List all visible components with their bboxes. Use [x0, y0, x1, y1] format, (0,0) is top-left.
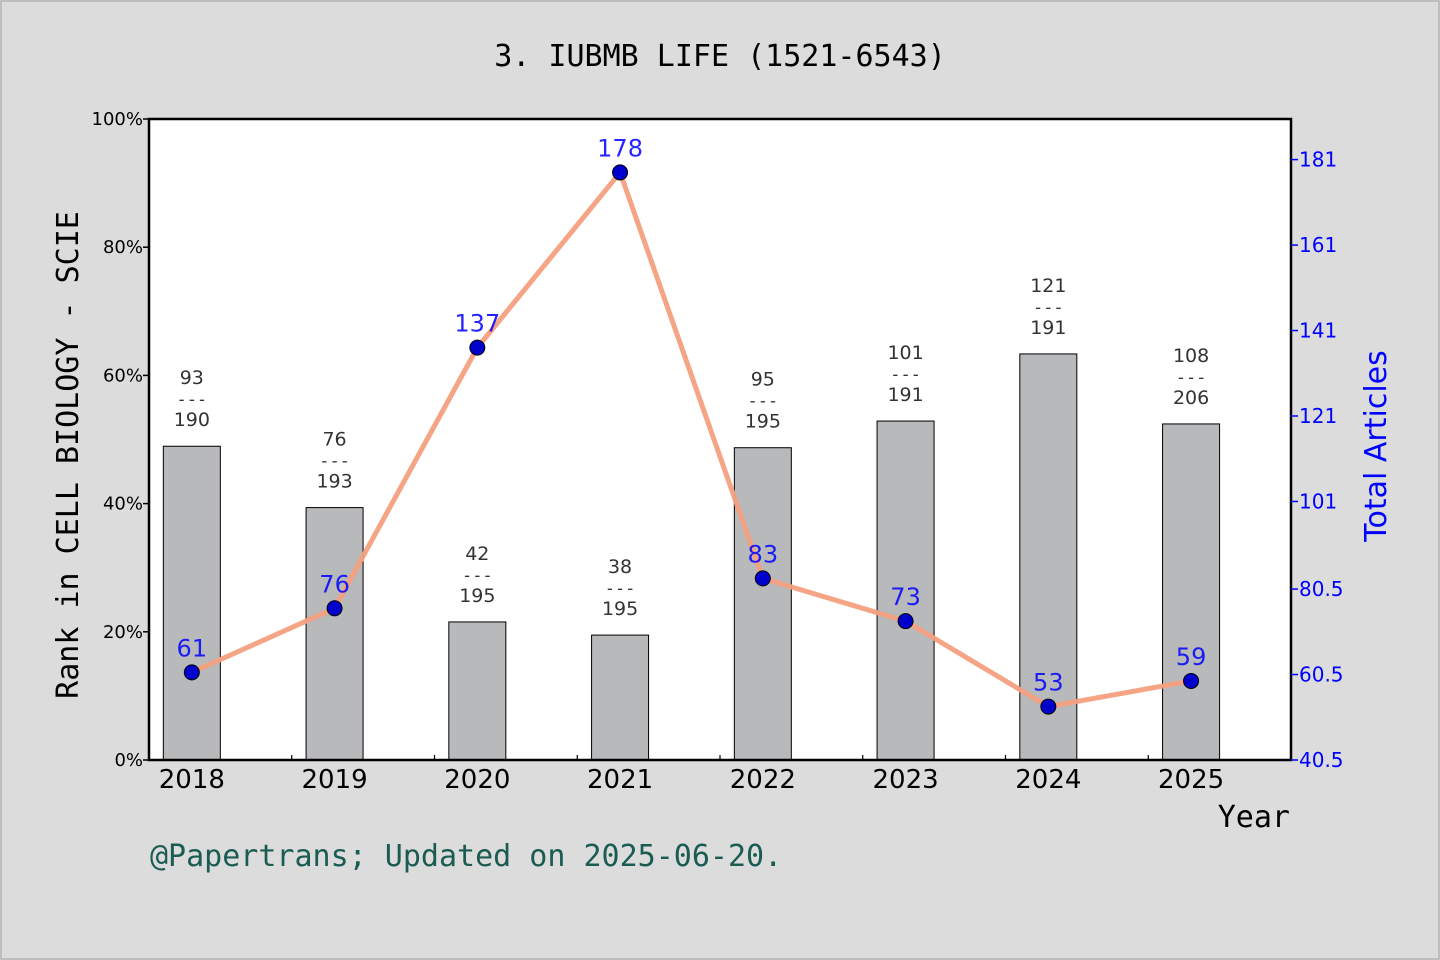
- fraction-label: 95---195: [745, 369, 781, 433]
- articles-data-label: 53: [1033, 669, 1064, 697]
- fraction-numerator: 38: [608, 556, 632, 578]
- rank-bar: [448, 621, 507, 761]
- fraction-label: 93---190: [174, 367, 210, 431]
- right-axis-tick-label: 60.5: [1299, 663, 1344, 687]
- fraction-separator: ---: [747, 392, 778, 412]
- left-axis-tick-label: 80%: [103, 237, 143, 258]
- x-axis-tick-label: 2025: [1158, 765, 1224, 795]
- right-axis-tick-label: 101: [1299, 489, 1337, 513]
- fraction-numerator: 42: [465, 543, 489, 565]
- fraction-numerator: 121: [1030, 275, 1066, 297]
- articles-point: [183, 664, 200, 681]
- fraction-denominator: 195: [459, 585, 495, 607]
- fraction-separator: ---: [462, 566, 493, 586]
- articles-data-label: 76: [319, 570, 350, 598]
- chart-title: 3. IUBMB LIFE (1521-6543): [494, 39, 946, 74]
- right-axis-tick-label: 161: [1299, 233, 1337, 257]
- articles-point: [1183, 672, 1200, 689]
- right-axis-tick-label: 121: [1299, 404, 1337, 428]
- x-axis-tick-label: 2022: [730, 765, 796, 795]
- x-axis-tick-label: 2023: [872, 765, 938, 795]
- fraction-label: 42---195: [459, 543, 495, 607]
- articles-line: [189, 169, 1194, 710]
- right-axis-tick-label: 141: [1299, 319, 1337, 343]
- articles-data-label: 178: [597, 134, 643, 162]
- right-axis-tick-label: 80.5: [1299, 577, 1344, 601]
- bars-layer: [162, 353, 1221, 761]
- articles-line-layer: 61 76 137 178 83 73 53 59: [177, 134, 1207, 715]
- fraction-numerator: 95: [751, 369, 775, 391]
- fraction-separator: ---: [1176, 368, 1207, 388]
- left-axis-tick-label: 20%: [103, 622, 143, 643]
- fraction-denominator: 191: [887, 384, 923, 406]
- right-axis-tick-label: 40.5: [1299, 748, 1344, 772]
- fraction-label: 76---193: [316, 429, 352, 493]
- fraction-denominator: 195: [745, 411, 781, 433]
- articles-point: [897, 613, 914, 630]
- articles-point: [1040, 698, 1057, 715]
- left-axis-tick-label: 40%: [103, 494, 143, 515]
- x-axis: 2018 2019 2020 2021 2022 2023 2024 2025: [159, 755, 1224, 795]
- fraction-numerator: 93: [180, 367, 204, 389]
- articles-point: [326, 600, 343, 617]
- articles-data-label: 73: [890, 583, 921, 611]
- fraction-label: 121---191: [1030, 275, 1066, 339]
- right-axis: 40.5 60.5 80.5 101 121 141 161 181: [1291, 148, 1344, 772]
- fraction-label: 38---195: [602, 556, 638, 620]
- fraction-separator: ---: [1033, 298, 1064, 318]
- articles-point: [754, 570, 771, 587]
- rank-bar: [876, 420, 935, 761]
- articles-point: [469, 339, 486, 356]
- fraction-labels: 93---19076---19342---19538---19595---195…: [174, 275, 1210, 620]
- left-axis-tick-label: 60%: [103, 365, 143, 386]
- x-axis-tick-label: 2024: [1015, 765, 1081, 795]
- fraction-denominator: 190: [174, 409, 210, 431]
- fraction-separator: ---: [176, 390, 207, 410]
- articles-data-label: 61: [177, 634, 208, 662]
- rank-bar: [162, 445, 221, 761]
- fraction-numerator: 101: [887, 342, 923, 364]
- right-axis-tick-label: 181: [1299, 148, 1337, 172]
- fraction-numerator: 76: [322, 429, 346, 451]
- fraction-denominator: 193: [316, 471, 352, 493]
- fraction-separator: ---: [890, 365, 921, 385]
- x-axis-tick-label: 2020: [444, 765, 510, 795]
- x-axis-tick-label: 2021: [587, 765, 653, 795]
- articles-data-label: 137: [454, 310, 500, 338]
- fraction-denominator: 191: [1030, 317, 1066, 339]
- y-axis-left-label: Rank in CELL BIOLOGY - SCIE: [51, 211, 86, 699]
- footer-note: @Papertrans; Updated on 2025-06-20.: [150, 839, 782, 874]
- articles-data-label: 59: [1176, 643, 1207, 671]
- x-axis-tick-label: 2018: [159, 765, 225, 795]
- fraction-numerator: 108: [1173, 345, 1209, 367]
- y-axis-right-label: Total Articles: [1359, 350, 1394, 542]
- rank-bar: [305, 507, 364, 761]
- left-axis-tick-label: 0%: [114, 750, 143, 771]
- left-axis: 0% 20% 40% 60% 80% 100%: [92, 109, 149, 771]
- fraction-label: 101---191: [887, 342, 923, 406]
- left-axis-tick-label: 100%: [92, 109, 143, 130]
- fraction-separator: ---: [319, 452, 350, 472]
- rank-bar: [591, 634, 650, 761]
- rank-bar: [733, 447, 792, 761]
- x-axis-label: Year: [1218, 800, 1290, 835]
- fraction-separator: ---: [605, 579, 636, 599]
- fraction-denominator: 195: [602, 598, 638, 620]
- fraction-denominator: 206: [1173, 387, 1209, 409]
- fraction-label: 108---206: [1173, 345, 1209, 409]
- articles-point: [612, 164, 629, 181]
- x-axis-tick-label: 2019: [301, 765, 367, 795]
- articles-data-label: 83: [748, 540, 779, 568]
- rank-bar: [1162, 423, 1221, 761]
- rank-bar: [1019, 353, 1078, 761]
